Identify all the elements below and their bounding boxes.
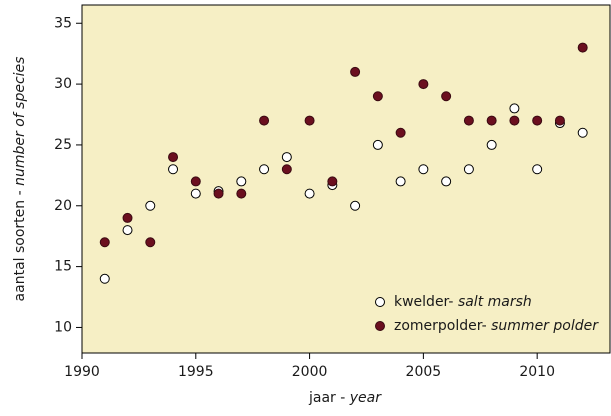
point (509, 103, 520, 114)
point (372, 139, 383, 150)
point (509, 115, 520, 126)
point (441, 91, 452, 102)
point (441, 176, 452, 187)
legend-name: zomerpolder- (394, 318, 491, 334)
legend-translation: summer polder (491, 318, 599, 334)
point (532, 164, 543, 175)
y-tick-label: 30 (54, 76, 72, 92)
y-label-nl: aantal soorten - (12, 186, 28, 302)
x-label-nl: jaar - (308, 390, 350, 406)
point (532, 115, 543, 126)
x-tick-label: 1995 (178, 364, 214, 380)
x-tick-label: 1990 (64, 364, 100, 380)
x-tick-label: 2000 (292, 364, 328, 380)
point (99, 237, 110, 248)
point (99, 273, 110, 284)
legend-label: zomerpolder- summer polder (394, 318, 599, 334)
point (463, 164, 474, 175)
point (395, 127, 406, 138)
point (190, 188, 201, 199)
x-tick-label: 2010 (519, 364, 555, 380)
x-tick-label: 2005 (406, 364, 442, 380)
point (304, 188, 315, 199)
point (145, 200, 156, 211)
y-tick-label: 15 (54, 259, 72, 275)
point (236, 188, 247, 199)
y-axis-label: aantal soorten - number of species (12, 57, 28, 302)
point (350, 200, 361, 211)
x-axis-label: jaar - year (308, 390, 382, 406)
legend-marker (375, 297, 385, 307)
legend-name: kwelder- (394, 294, 458, 310)
y-tick-label: 20 (54, 198, 72, 214)
point (190, 176, 201, 187)
y-tick-label: 10 (54, 319, 72, 335)
legend-label: kwelder- salt marsh (394, 294, 532, 310)
point (463, 115, 474, 126)
point (281, 152, 292, 163)
point (577, 127, 588, 138)
point (168, 164, 179, 175)
point (168, 152, 179, 163)
point (236, 176, 247, 187)
point (122, 225, 133, 236)
point (372, 91, 383, 102)
legend-translation: salt marsh (458, 294, 532, 310)
point (304, 115, 315, 126)
point (281, 164, 292, 175)
legend-marker (375, 321, 385, 331)
point (554, 115, 565, 126)
point (259, 115, 270, 126)
point (122, 212, 133, 223)
point (327, 176, 338, 187)
y-label-en: number of species (12, 57, 28, 186)
point (577, 42, 588, 53)
y-tick-label: 25 (54, 137, 72, 153)
point (418, 164, 429, 175)
point (145, 237, 156, 248)
point (259, 164, 270, 175)
plot-area (81, 4, 611, 354)
point (486, 115, 497, 126)
y-tick-label: 35 (54, 15, 72, 31)
point (418, 79, 429, 90)
point (486, 139, 497, 150)
point (350, 66, 361, 77)
point (213, 188, 224, 199)
point (395, 176, 406, 187)
x-label-en: year (349, 390, 382, 406)
